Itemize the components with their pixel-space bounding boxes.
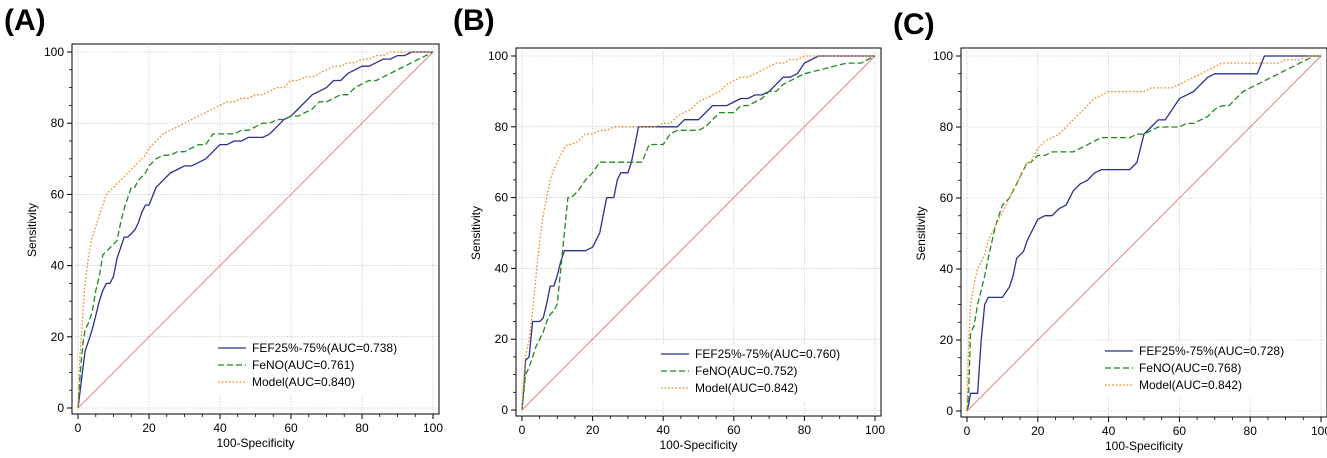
y-tick-label: 0 [57,401,64,415]
x-tick-label: 100 [1311,424,1327,438]
y-axis-label: Sensitivity [914,206,928,260]
reference-line [521,55,876,411]
panel-label: (B) [453,4,495,37]
legend-entry: Model(AUC=0.842) [1139,378,1242,392]
legend-entry: FEF25%-75%(AUC=0.728) [1139,344,1284,358]
x-tick-label: 80 [1244,424,1258,438]
y-axis-label: Sensitivity [469,206,483,260]
panel-label: (A) [4,4,46,37]
x-tick-label: 40 [213,421,227,435]
legend-background [659,346,859,401]
y-axis-label: Sensitivity [25,203,39,257]
y-tick-label: 0 [501,403,508,417]
x-axis-label: 100-Specificity [216,436,294,450]
y-tick-label: 40 [495,261,509,275]
x-tick-label: 60 [284,421,298,435]
x-tick-label: 20 [586,423,600,437]
x-tick-label: 40 [1102,424,1116,438]
roc-panel-a: (A) 0 20 40 60 80 100 0 20 40 60 80 100 100-Specific… [0,0,445,458]
legend-entry: FEF25%-75%(AUC=0.760) [695,347,840,361]
y-tick-label: 0 [946,404,953,418]
y-tick-label: 60 [940,191,954,205]
x-tick-label: 100 [865,423,885,437]
fef-roc-line [77,51,433,409]
x-axis-label: 100-Specificity [659,438,737,452]
x-axis-label: 100-Specificity [1105,439,1183,453]
roc-panel-c: (C) 0 20 40 60 80 100 0 20 40 60 80 100 100-Specific… [887,0,1327,458]
x-tick-label: 0 [964,424,971,438]
x-tick-label: 80 [355,421,369,435]
feno-roc-line [77,51,434,409]
roc-panel-b: (B) 0 20 40 60 80 100 0 20 40 60 80 100 100-Specific… [445,0,895,458]
feno-roc-line [521,55,876,411]
x-tick-label: 20 [142,421,156,435]
reference-line [966,55,1322,412]
y-tick-label: 40 [940,262,954,276]
model-roc-line [966,55,1321,412]
fef-roc-line [966,55,1321,412]
x-tick-label: 60 [1173,424,1187,438]
legend-entry: Model(AUC=0.840) [252,375,355,389]
legend-background [216,340,416,395]
y-tick-label: 20 [51,330,65,344]
model-roc-line [77,51,433,409]
x-tick-label: 40 [657,423,671,437]
y-tick-label: 40 [51,259,65,273]
roc-chart-a: 0 20 40 60 80 100 0 20 40 60 80 100 100-Specificity S… [25,43,443,450]
feno-roc-line [966,55,1321,412]
y-tick-label: 80 [51,116,65,130]
legend-entry: FEF25%-75%(AUC=0.738) [252,341,397,355]
legend-entry: Model(AUC=0.842) [695,381,798,395]
x-tick-label: 0 [75,421,82,435]
x-tick-label: 0 [519,423,526,437]
y-tick-label: 80 [940,120,954,134]
x-tick-label: 80 [798,423,812,437]
legend-entry: FeNO(AUC=0.761) [252,358,354,372]
legend-entry: FeNO(AUC=0.752) [695,364,797,378]
y-tick-label: 60 [495,191,509,205]
roc-chart-b: 0 20 40 60 80 100 0 20 40 60 80 100 100-Specificity S… [469,47,885,452]
roc-chart-c: 0 20 40 60 80 100 0 20 40 60 80 100 100-Specificity S… [914,47,1327,453]
y-tick-label: 100 [44,45,64,59]
x-tick-label: 20 [1031,424,1045,438]
y-tick-label: 60 [51,187,65,201]
y-tick-label: 20 [495,332,509,346]
y-tick-label: 100 [933,49,953,63]
panel-label: (C) [893,8,935,41]
x-tick-label: 100 [423,421,443,435]
y-tick-label: 100 [488,49,508,63]
legend-background [1103,343,1303,398]
reference-line [77,51,434,409]
y-tick-label: 20 [940,333,954,347]
legend-entry: FeNO(AUC=0.768) [1139,361,1241,375]
x-tick-label: 60 [727,423,741,437]
y-tick-label: 80 [495,120,509,134]
